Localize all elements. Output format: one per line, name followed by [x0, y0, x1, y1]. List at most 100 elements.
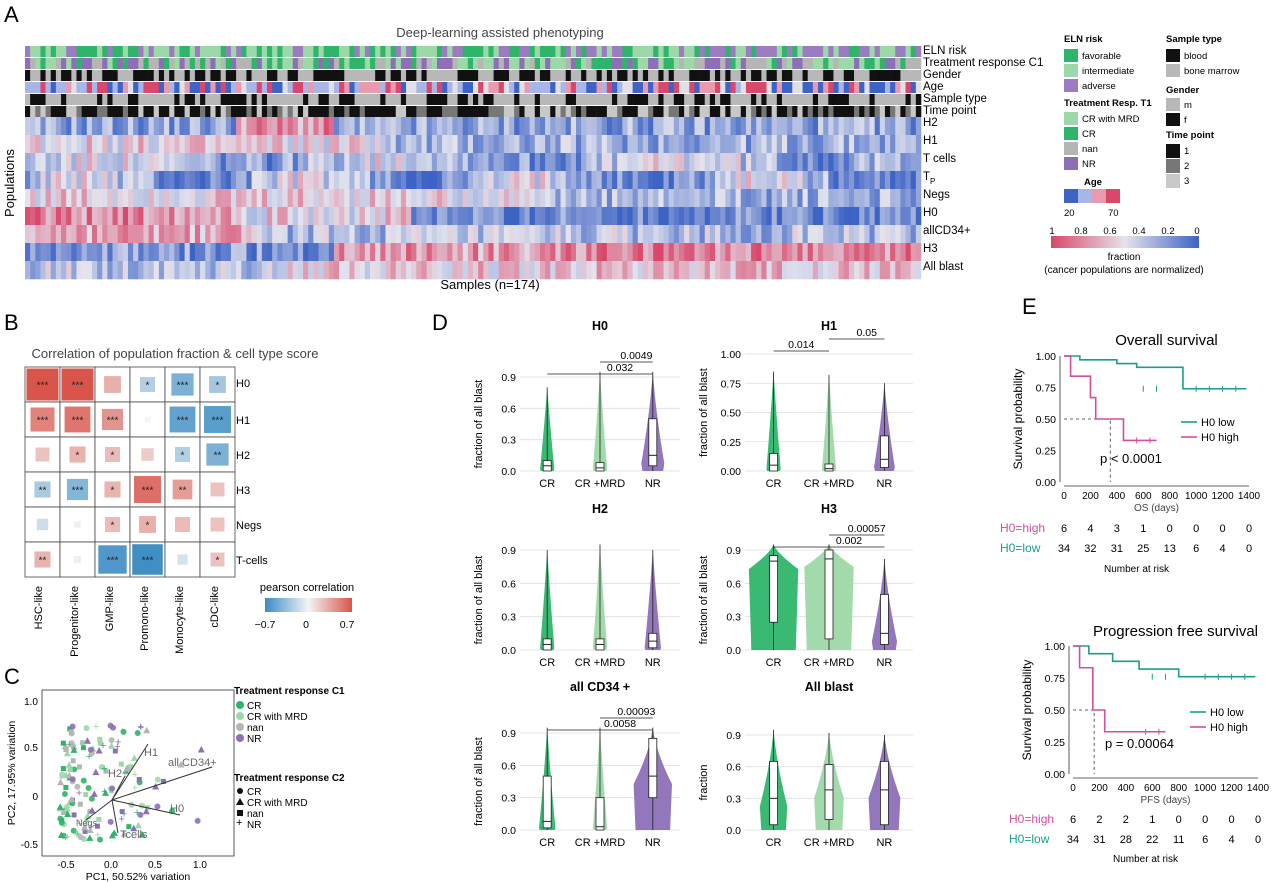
- heatmap-cell: [354, 189, 361, 208]
- heatmap-cell: [287, 135, 294, 154]
- annot-gender: [612, 70, 618, 81]
- heatmap-cell: [709, 243, 716, 262]
- annot-sample-type: [122, 94, 129, 105]
- violin-title: H1: [821, 319, 837, 333]
- annot-gender: [498, 70, 505, 81]
- heatmap-cell: [179, 117, 185, 136]
- heatmap-cell: [133, 243, 139, 262]
- heatmap-cell: [344, 261, 350, 280]
- swatch-time-1: [1166, 144, 1180, 158]
- annot-gender: [895, 70, 901, 81]
- heatmap-cell: [637, 207, 644, 226]
- annot-treatment: [117, 58, 124, 69]
- annot-treatment: [164, 58, 170, 69]
- heatmap-cell: [478, 117, 484, 136]
- annot-gender: [740, 70, 747, 81]
- annot-treatment: [797, 58, 803, 69]
- heatmap-cell: [751, 225, 757, 244]
- corr-significance: ***: [72, 486, 84, 497]
- heatmap-cell: [642, 171, 649, 190]
- heatmap-cell: [874, 207, 881, 226]
- annot-eln: [467, 46, 474, 57]
- heatmap-cell: [436, 171, 443, 190]
- heatmap-cell: [848, 189, 855, 208]
- annot-eln: [442, 46, 448, 57]
- heatmap-cell: [107, 261, 113, 280]
- heatmap-cell: [869, 225, 875, 244]
- heatmap-cell: [910, 243, 917, 262]
- annot-age: [684, 82, 690, 93]
- heatmap-cell: [230, 225, 237, 244]
- annot-sample-type: [40, 94, 46, 105]
- heatmap-cell: [606, 261, 613, 280]
- annot-time-point: [174, 106, 180, 117]
- km-title: Overall survival: [1115, 332, 1218, 349]
- heatmap-cell: [735, 153, 742, 172]
- heatmap-cell: [308, 225, 314, 244]
- violin-box: [595, 797, 605, 831]
- heatmap-cell: [740, 261, 747, 280]
- heatmap-cell: [915, 189, 922, 208]
- annot-sample-type: [555, 94, 561, 105]
- heatmap-cell: [272, 135, 278, 154]
- heatmap-cell: [385, 171, 391, 190]
- annot-gender: [164, 70, 170, 81]
- heatmap-cell: [174, 189, 180, 208]
- heatmap-cell: [143, 207, 149, 226]
- heatmap-cell: [220, 135, 227, 154]
- annot-age: [622, 82, 628, 93]
- heatmap-cell: [550, 135, 556, 154]
- heatmap-cell: [261, 117, 268, 136]
- annot-gender: [745, 70, 752, 81]
- heatmap-cell: [766, 207, 772, 226]
- heatmap-cell: [122, 189, 129, 208]
- heatmap-cell: [658, 261, 664, 280]
- annot-sample-type: [272, 94, 278, 105]
- heatmap-cell: [86, 135, 93, 154]
- corr-significance: *: [146, 381, 150, 392]
- heatmap-cell: [467, 171, 474, 190]
- heatmap-cell: [823, 171, 829, 190]
- heatmap-cell: [333, 117, 340, 136]
- risk-title: Number at risk: [1104, 564, 1170, 575]
- heatmap-cell: [694, 171, 700, 190]
- risk-value: 6: [1193, 543, 1199, 555]
- annot-sample-type: [874, 94, 881, 105]
- heatmap-cell: [524, 261, 530, 280]
- pca-point: [128, 764, 134, 770]
- y-tick: 0.0: [726, 825, 741, 837]
- fraction-tick: 0.2: [1161, 226, 1174, 237]
- annot-age: [787, 82, 793, 93]
- km-y-label: Survival probability: [1020, 660, 1034, 761]
- annot-sample-type: [869, 94, 875, 105]
- annot-eln: [818, 46, 824, 57]
- heatmap-cell: [97, 117, 103, 136]
- heatmap-cell: [668, 189, 675, 208]
- annot-gender: [272, 70, 278, 81]
- annot-sample-type: [848, 94, 855, 105]
- heatmap-cell: [612, 243, 618, 262]
- corr-tick: 0: [303, 619, 309, 631]
- heatmap-cell: [292, 261, 299, 280]
- heatmap-cell: [890, 207, 896, 226]
- annot-eln: [91, 46, 98, 57]
- annot-sample-type: [807, 94, 814, 105]
- heatmap-cell: [138, 261, 144, 280]
- heatmap-cell: [761, 243, 767, 262]
- corr-square: [34, 551, 51, 568]
- heatmap-cell: [30, 261, 36, 280]
- annot-time-point: [200, 106, 206, 117]
- annot-treatment: [498, 58, 505, 69]
- row-label-tp: TP: [923, 171, 935, 186]
- heatmap-cell: [406, 225, 412, 244]
- heatmap-cell: [133, 153, 139, 172]
- age-swatch: [1064, 189, 1078, 203]
- annot-treatment: [406, 58, 412, 69]
- heatmap-cell: [910, 207, 917, 226]
- heatmap-cell: [164, 135, 170, 154]
- annot-eln: [704, 46, 711, 57]
- heatmap-cell: [833, 243, 839, 262]
- annot-gender: [220, 70, 227, 81]
- annot-time-point: [251, 106, 258, 117]
